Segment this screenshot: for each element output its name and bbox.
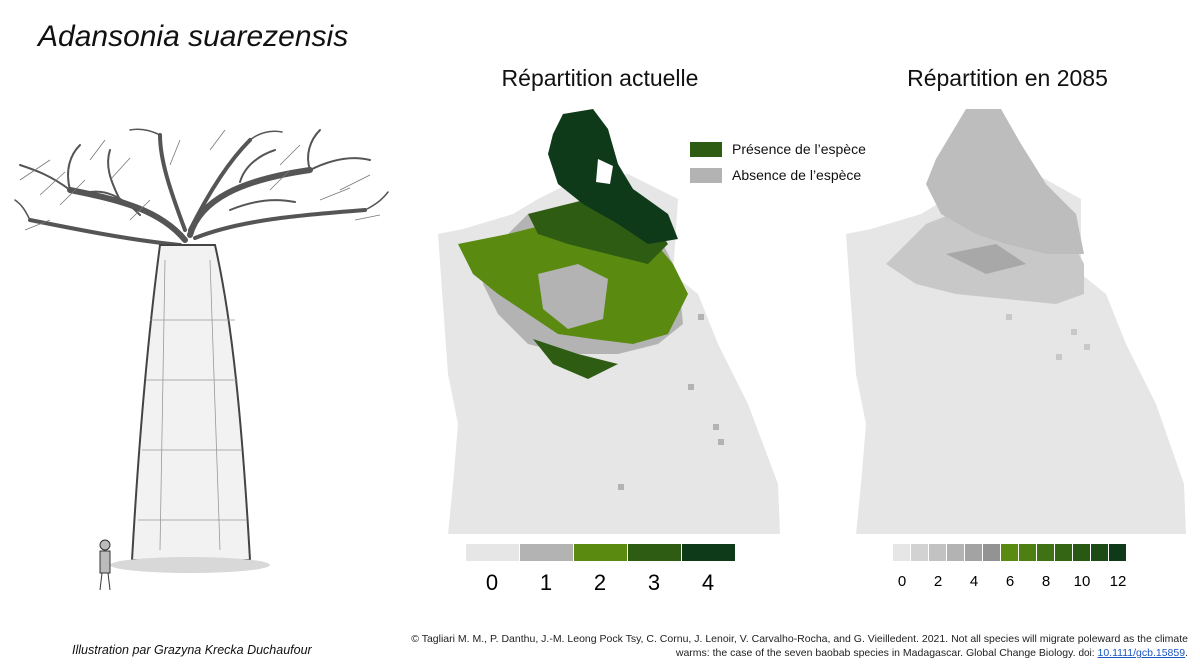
future-scale-tick: 2 [933, 573, 943, 590]
legend-absence-swatch [690, 167, 722, 183]
current-scale-tick: 3 [647, 570, 661, 595]
future-scale-tick: 8 [1041, 573, 1051, 590]
current-scale-cell [574, 544, 627, 561]
current-scale-tick: 2 [593, 570, 607, 595]
current-scale-cell [682, 544, 735, 561]
current-scale-cell [466, 544, 519, 561]
future-scale-tick: 4 [969, 573, 979, 590]
map-legend: Présence de l’espèce Absence de l’espèce [690, 136, 866, 188]
legend-absence: Absence de l’espèce [690, 162, 866, 188]
legend-presence-swatch [690, 141, 722, 157]
current-score-scale [466, 544, 736, 561]
citation: © Tagliari M. M., P. Danthu, J.-M. Leong… [408, 632, 1188, 661]
legend-absence-label: Absence de l’espèce [732, 167, 862, 183]
legend-presence-label: Présence de l’espèce [732, 141, 866, 157]
current-scale-tick: 4 [701, 570, 715, 595]
map-title-future: Répartition en 2085 [907, 65, 1108, 91]
future-scale-cell [947, 544, 964, 561]
future-scale-cell [893, 544, 910, 561]
future-scale-cell [1073, 544, 1090, 561]
future-scale-tick: 6 [1005, 573, 1015, 590]
doi-link[interactable]: 10.1111/gcb.15859 [1097, 647, 1186, 659]
future-scale-tick: 10 [1073, 573, 1091, 590]
future-scale-cell [1109, 544, 1126, 561]
current-score-ticks: 0 1 2 3 4 [466, 570, 736, 600]
baobab-illustration [14, 128, 389, 591]
future-scale-cell [1001, 544, 1018, 561]
species-title: Adansonia suarezensis [38, 20, 349, 53]
future-scale-cell [1091, 544, 1108, 561]
current-scale-cell [628, 544, 681, 561]
current-scale-tick: 1 [539, 570, 553, 595]
current-scale-cell [520, 544, 573, 561]
future-scale-cell [1055, 544, 1072, 561]
future-scale-cell [965, 544, 982, 561]
legend-presence: Présence de l’espèce [690, 136, 866, 162]
future-score-scale [893, 544, 1127, 561]
current-distribution-map [438, 109, 780, 534]
doi-label: doi: [1078, 648, 1095, 659]
current-scale-tick: 0 [485, 570, 499, 595]
citation-end: . [1185, 647, 1188, 659]
future-distribution-map [846, 109, 1186, 534]
illustration-credit: Illustration par Grazyna Krecka Duchaufo… [72, 643, 312, 657]
future-scale-tick: 0 [897, 573, 907, 590]
future-scale-cell [983, 544, 1000, 561]
future-scale-cell [929, 544, 946, 561]
map-title-current: Répartition actuelle [501, 65, 699, 91]
future-scale-cell [1037, 544, 1054, 561]
future-scale-tick: 12 [1109, 573, 1127, 590]
citation-text: © Tagliari M. M., P. Danthu, J.-M. Leong… [411, 633, 1188, 659]
future-scale-cell [1019, 544, 1036, 561]
future-score-ticks: 0 2 4 6 8 10 12 [893, 573, 1133, 595]
future-scale-cell [911, 544, 928, 561]
